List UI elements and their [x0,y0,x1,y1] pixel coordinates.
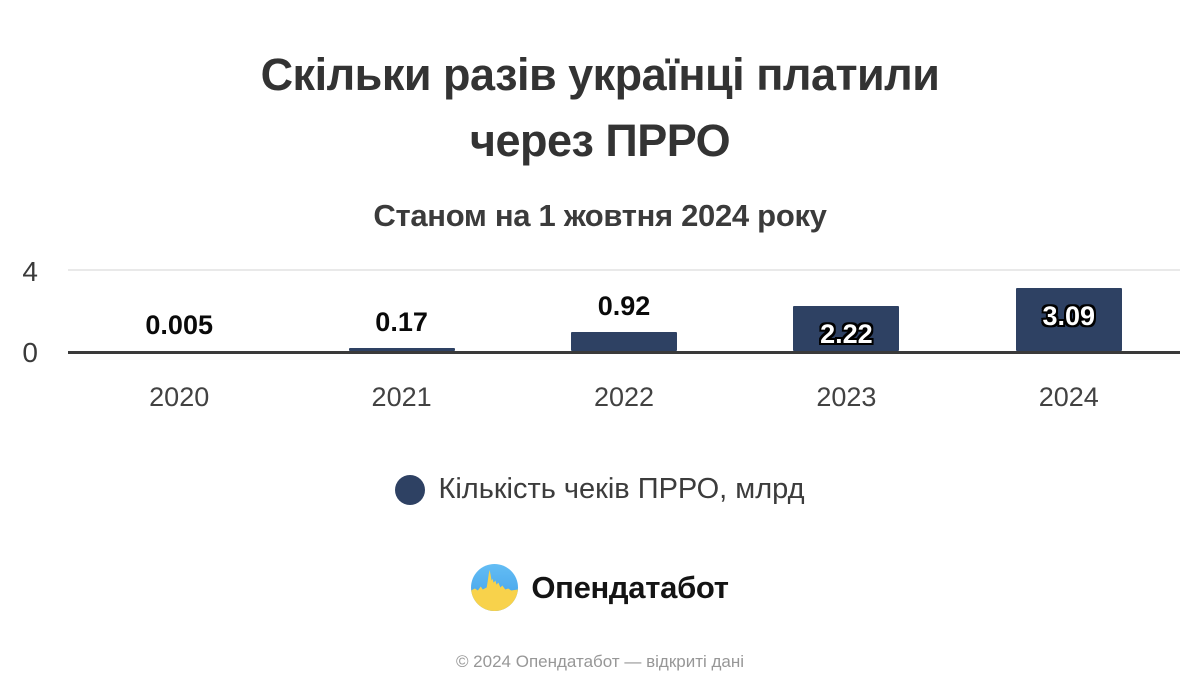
copyright-footer: © 2024 Опендатабот — відкриті дані [455,652,745,671]
x-axis-label: 2023 [816,382,877,412]
bar-column: 3.09 [958,270,1180,351]
bar-column: 0.17 [290,270,512,351]
x-axis-labels: 2020 2021 2022 2023 2024 [68,382,1180,413]
plot-area: 0.005 0.17 0.92 2.22 3.09 [68,269,1180,354]
bar [570,332,677,351]
logo-skyline [471,569,519,611]
bar-column: 2.22 [735,270,957,351]
chart-subtitle: Станом на 1 жовтня 2024 року [373,198,827,233]
chart-title: Скільки разів українці платили через ПРР… [0,42,1200,174]
bar-column: 0.005 [68,270,290,351]
chart-title-line2: через ПРРО [469,115,731,166]
legend-dot-icon [395,474,426,505]
x-axis-label: 2021 [371,382,432,412]
y-axis-tick-top: 4 [22,256,38,287]
bar-value-label: 3.09 [1042,301,1096,331]
x-axis-label: 2022 [593,382,655,412]
bar-value-label: 0.92 [597,291,651,321]
bar [348,348,455,351]
x-axis-label: 2024 [1038,382,1099,412]
bar-value-label: 0.17 [375,307,428,337]
legend-label: Кількість чеків ПРРО, млрд [438,473,805,505]
bar-value-label: 2.22 [820,319,873,349]
x-axis-label: 2020 [149,382,210,412]
opendatabot-logo-text: Опендатабот [531,569,729,605]
opendatabot-logo-icon [471,564,519,611]
bar-column: 0.92 [513,270,735,351]
bar-value-label: 0.005 [145,310,213,340]
opendatabot-logo: Опендатабот [0,564,1200,611]
gridline [68,269,1180,271]
bar [793,306,900,351]
bar [1015,288,1122,351]
legend: Кількість чеків ПРРО, млрд [0,473,1200,506]
chart-title-line1: Скільки разів українці платили [260,49,940,100]
y-axis-tick-bottom: 0 [22,337,38,368]
